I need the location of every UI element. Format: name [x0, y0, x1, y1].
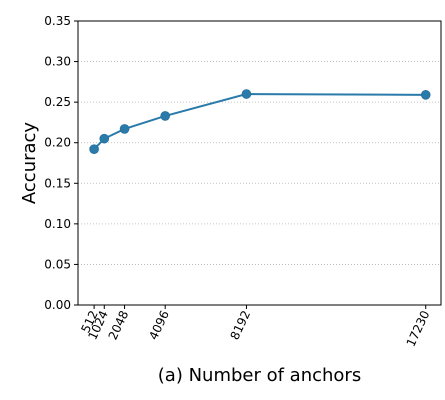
x-axis-title: (a) Number of anchors [158, 365, 361, 386]
data-point [89, 144, 99, 155]
plot-frame [77, 20, 442, 306]
y-axis: 0.00 0.05 0.10 0.15 0.20 0.25 0.30 0.35 [44, 14, 78, 312]
y-tick-label: 0.25 [44, 95, 71, 109]
data-point [119, 124, 130, 134]
data-point [99, 133, 110, 144]
y-axis-title: Accuracy [19, 122, 40, 205]
series-layer [89, 89, 431, 155]
y-tick-label: 0.05 [44, 257, 71, 271]
y-tick-label: 0.15 [44, 176, 71, 190]
grid [78, 61, 441, 265]
x-tick-label: 17230 [404, 308, 433, 349]
data-point [420, 90, 431, 100]
x-tick-label: 4096 [146, 308, 172, 342]
data-point [241, 89, 252, 99]
y-tick-label: 0.20 [44, 136, 71, 150]
y-tick-label: 0.10 [44, 217, 71, 231]
x-tick-label: 2048 [106, 308, 132, 342]
y-tick-label: 0.30 [44, 55, 71, 69]
data-point [160, 111, 170, 121]
y-tick-label: 0.35 [44, 14, 71, 28]
x-tick-label: 8192 [228, 308, 254, 342]
y-tick-label: 0.00 [44, 298, 71, 312]
